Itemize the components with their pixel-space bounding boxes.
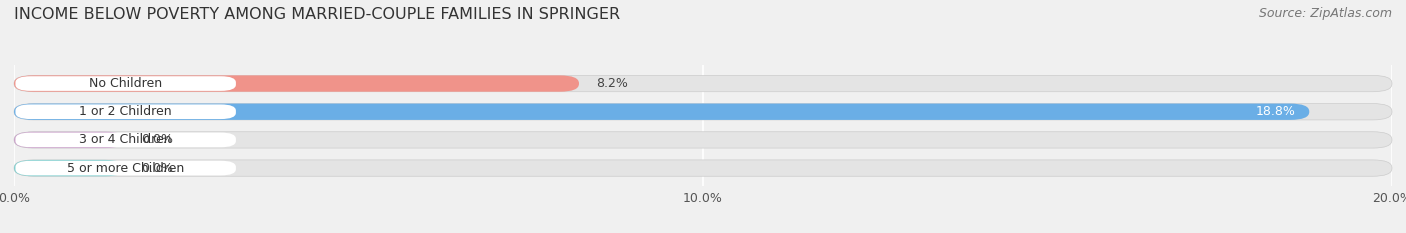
- FancyBboxPatch shape: [15, 133, 236, 147]
- Text: 5 or more Children: 5 or more Children: [67, 161, 184, 175]
- Text: Source: ZipAtlas.com: Source: ZipAtlas.com: [1258, 7, 1392, 20]
- FancyBboxPatch shape: [14, 160, 124, 176]
- FancyBboxPatch shape: [14, 103, 1392, 120]
- Text: 0.0%: 0.0%: [142, 134, 173, 146]
- FancyBboxPatch shape: [14, 132, 124, 148]
- FancyBboxPatch shape: [14, 75, 1392, 92]
- FancyBboxPatch shape: [14, 75, 579, 92]
- FancyBboxPatch shape: [15, 76, 236, 91]
- Text: 8.2%: 8.2%: [596, 77, 628, 90]
- Text: 18.8%: 18.8%: [1256, 105, 1295, 118]
- Text: 1 or 2 Children: 1 or 2 Children: [79, 105, 172, 118]
- FancyBboxPatch shape: [14, 132, 1392, 148]
- Text: INCOME BELOW POVERTY AMONG MARRIED-COUPLE FAMILIES IN SPRINGER: INCOME BELOW POVERTY AMONG MARRIED-COUPL…: [14, 7, 620, 22]
- Text: No Children: No Children: [89, 77, 162, 90]
- Text: 3 or 4 Children: 3 or 4 Children: [79, 134, 172, 146]
- FancyBboxPatch shape: [15, 104, 236, 119]
- Text: 0.0%: 0.0%: [142, 161, 173, 175]
- FancyBboxPatch shape: [14, 160, 1392, 176]
- FancyBboxPatch shape: [14, 103, 1309, 120]
- FancyBboxPatch shape: [15, 161, 236, 175]
